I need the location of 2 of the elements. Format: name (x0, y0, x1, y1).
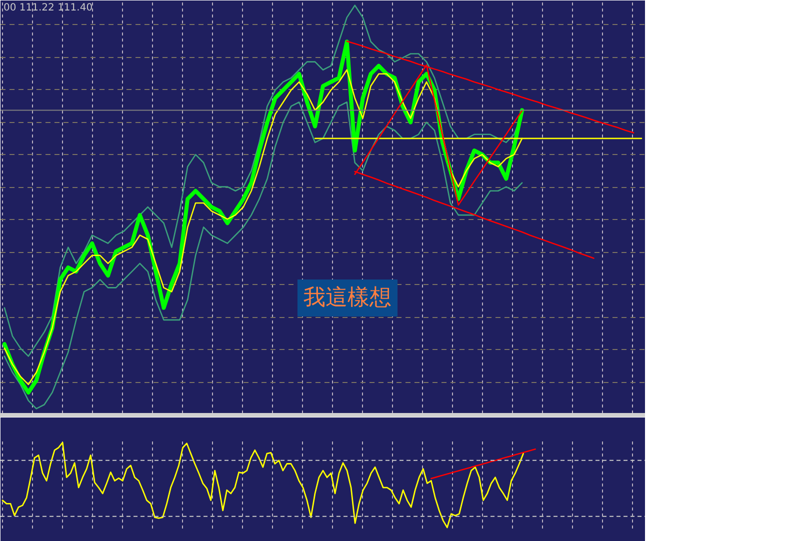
annotation: 我這樣想 (304, 286, 392, 310)
annotation: 00 111.22 111.40 (4, 2, 93, 14)
